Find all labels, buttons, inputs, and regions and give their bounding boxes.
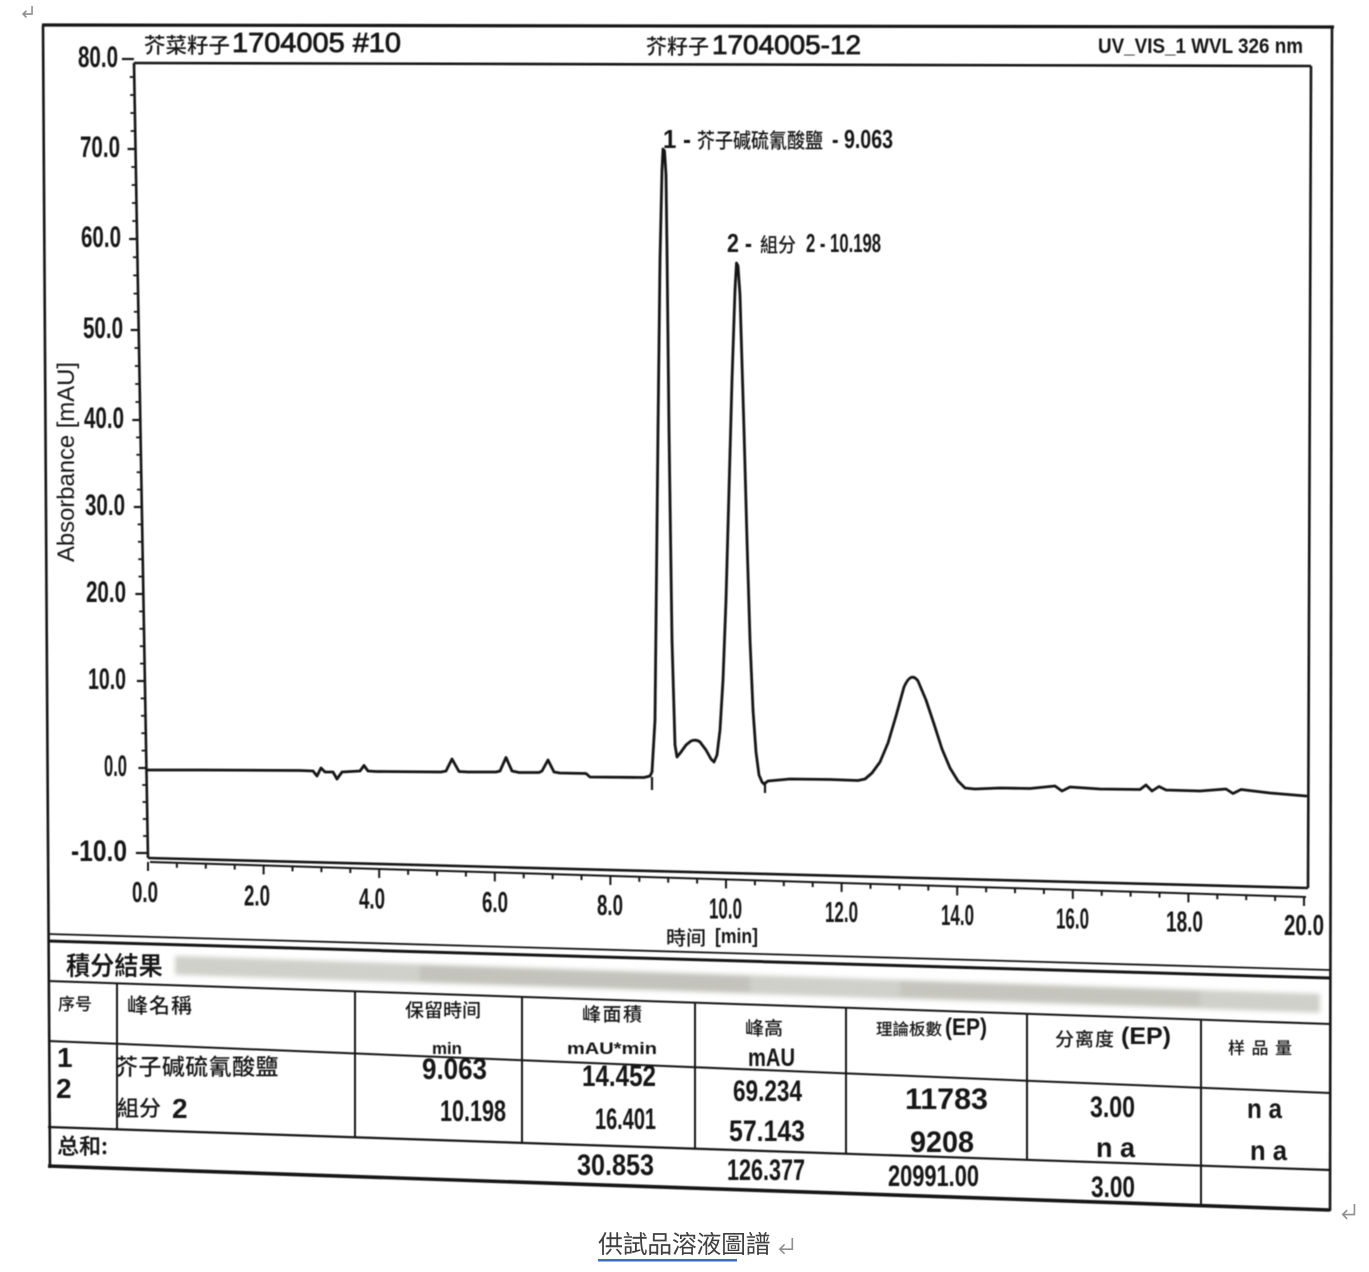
- svg-text:9.063: 9.063: [422, 1053, 487, 1086]
- svg-text:2: 2: [56, 1073, 72, 1104]
- svg-text:14.452: 14.452: [582, 1060, 656, 1093]
- svg-text:30.853: 30.853: [577, 1149, 654, 1182]
- svg-text:10.0: 10.0: [709, 894, 742, 926]
- svg-text:n a: n a: [1250, 1135, 1287, 1166]
- svg-text:2 - 10.198: 2 - 10.198: [806, 228, 881, 258]
- svg-text:1704005 #10: 1704005 #10: [232, 27, 401, 58]
- svg-text:(EP): (EP): [1121, 1023, 1171, 1050]
- svg-text:16.401: 16.401: [595, 1103, 656, 1136]
- svg-text:0.0: 0.0: [132, 877, 158, 909]
- svg-text:60.0: 60.0: [81, 221, 121, 254]
- svg-text:- 9.063: - 9.063: [832, 124, 893, 154]
- svg-text:3.00: 3.00: [1090, 1091, 1135, 1124]
- svg-text:2: 2: [172, 1093, 188, 1124]
- svg-text:20991.00: 20991.00: [888, 1160, 979, 1193]
- svg-text:2.0: 2.0: [244, 880, 270, 912]
- svg-text:40.0: 40.0: [84, 402, 124, 435]
- svg-text:12.0: 12.0: [825, 897, 858, 929]
- svg-text:16.0: 16.0: [1056, 903, 1089, 935]
- svg-text:2 -: 2 -: [727, 228, 752, 258]
- svg-text:69.234: 69.234: [733, 1075, 802, 1108]
- svg-text:10.0: 10.0: [88, 663, 126, 696]
- svg-text:4.0: 4.0: [359, 884, 385, 916]
- svg-text:[min]: [min]: [715, 926, 758, 948]
- svg-text:70.0: 70.0: [80, 131, 120, 164]
- svg-text:n a: n a: [1247, 1093, 1282, 1124]
- svg-text:3.00: 3.00: [1091, 1171, 1135, 1204]
- svg-text:8.0: 8.0: [597, 890, 623, 922]
- svg-text:126.377: 126.377: [727, 1154, 805, 1187]
- svg-text:Absorbance [mAU]: Absorbance [mAU]: [53, 362, 80, 562]
- svg-text:80.0: 80.0: [78, 41, 118, 74]
- svg-text:20.0: 20.0: [86, 576, 126, 609]
- svg-text:20.0: 20.0: [1284, 910, 1324, 942]
- svg-text:10.198: 10.198: [440, 1095, 506, 1128]
- svg-text:1 -: 1 -: [663, 124, 691, 154]
- svg-text:6.0: 6.0: [482, 887, 508, 919]
- svg-text:min: min: [432, 1039, 462, 1058]
- svg-text:14.0: 14.0: [941, 900, 974, 932]
- svg-text:57.143: 57.143: [729, 1115, 805, 1148]
- svg-text:18.0: 18.0: [1166, 907, 1203, 939]
- svg-text:0.0: 0.0: [104, 750, 127, 783]
- svg-text:mAU*min: mAU*min: [567, 1039, 657, 1058]
- svg-text:50.0: 50.0: [83, 312, 123, 345]
- svg-text:11783: 11783: [905, 1083, 988, 1116]
- svg-text:n a: n a: [1096, 1132, 1135, 1163]
- svg-text:1: 1: [57, 1042, 73, 1073]
- svg-text:-10.0: -10.0: [71, 835, 127, 868]
- svg-text:30.0: 30.0: [85, 489, 125, 522]
- svg-text:9208: 9208: [910, 1126, 974, 1159]
- svg-text:1704005-12: 1704005-12: [712, 30, 861, 60]
- svg-text:UV_VIS_1 WVL 326 nm: UV_VIS_1 WVL 326 nm: [1098, 35, 1303, 58]
- svg-text:mAU: mAU: [748, 1044, 795, 1072]
- svg-text:(EP): (EP): [945, 1014, 987, 1041]
